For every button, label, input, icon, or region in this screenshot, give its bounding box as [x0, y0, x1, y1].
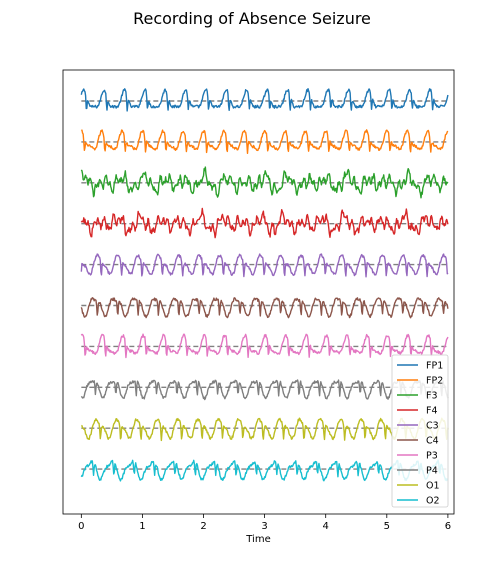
legend-label-p4: P4 — [426, 466, 438, 477]
x-tick-label: 5 — [384, 521, 390, 532]
series-line-p3 — [80, 333, 449, 359]
series-group — [80, 88, 449, 482]
legend: FP1 FP2 F3 F4 C3 C4 P3 P4 O1 O2 — [391, 354, 449, 508]
legend-label-f4: F4 — [426, 406, 438, 417]
x-tick-label: 2 — [200, 521, 206, 532]
x-axis-label: Time — [245, 534, 270, 545]
legend-label-o1: O1 — [426, 481, 440, 492]
series-line-p4 — [80, 379, 449, 401]
x-axis: 0 1 2 3 4 5 6 — [78, 514, 451, 532]
legend-label-c4: C4 — [426, 436, 439, 447]
chart-title: Recording of Absence Seizure — [133, 9, 371, 28]
x-tick-label: 6 — [445, 521, 451, 532]
legend-label-fp1: FP1 — [426, 361, 443, 372]
legend-label-c3: C3 — [426, 421, 439, 432]
x-tick-label: 4 — [323, 521, 329, 532]
x-tick-label: 3 — [261, 521, 267, 532]
series-line-fp1 — [80, 88, 449, 112]
series-line-c3 — [80, 253, 449, 278]
series-line-o1 — [81, 417, 449, 442]
series-line-fp2 — [80, 129, 449, 155]
legend-label-fp2: FP2 — [426, 376, 443, 387]
series-line-o2 — [80, 459, 449, 482]
x-tick-label: 1 — [139, 521, 145, 532]
legend-label-f3: F3 — [426, 391, 438, 402]
legend-box — [391, 354, 449, 508]
legend-label-o2: O2 — [426, 496, 440, 507]
legend-label-p3: P3 — [426, 451, 438, 462]
x-tick-label: 0 — [78, 521, 84, 532]
series-line-f3 — [80, 166, 449, 199]
series-line-c4 — [80, 297, 449, 319]
series-line-f4 — [80, 207, 449, 239]
